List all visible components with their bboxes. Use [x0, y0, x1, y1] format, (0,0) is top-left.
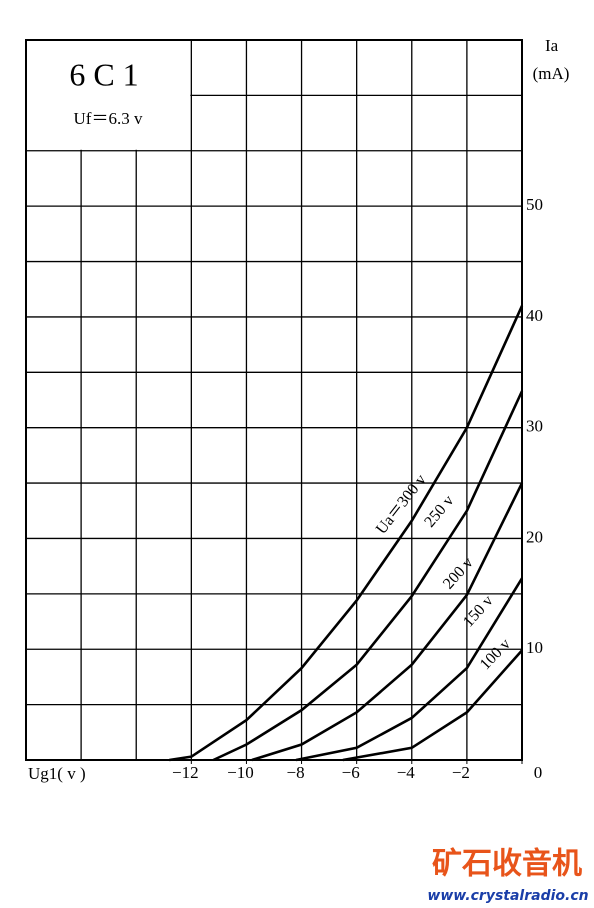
x-tick-label: −12: [172, 763, 199, 782]
watermark-text: 矿石收音机: [432, 847, 582, 882]
x-tick-label: −4: [397, 763, 416, 782]
watermark-url: www.crystalradio.cn: [427, 888, 588, 904]
curve: [212, 390, 524, 762]
curve: [251, 482, 524, 762]
x-tick-label: −8: [287, 763, 305, 782]
y-tick-label: 30: [526, 417, 543, 436]
y-tick-label: 10: [526, 638, 543, 657]
y-axis-symbol: Ia: [545, 36, 559, 55]
curve: [169, 305, 524, 762]
plot-border: [25, 39, 523, 761]
x-axis-label: Ug1( v ): [28, 764, 86, 783]
curve: [295, 577, 524, 762]
y-tick-label: 40: [526, 306, 543, 325]
curve: [342, 649, 523, 762]
title-box: [27, 41, 191, 150]
y-axis-unit: (mA): [533, 64, 570, 83]
x-tick-label: −6: [342, 763, 360, 782]
y-tick-label: 50: [526, 195, 543, 214]
annotation: Uf＝6.3 v: [74, 109, 143, 128]
y-tick-label: 20: [526, 527, 543, 546]
x-tick-label: 0: [534, 763, 543, 782]
chart-title: 6C1: [69, 56, 146, 92]
x-tick-label: −10: [227, 763, 254, 782]
x-tick-label: −2: [452, 763, 470, 782]
